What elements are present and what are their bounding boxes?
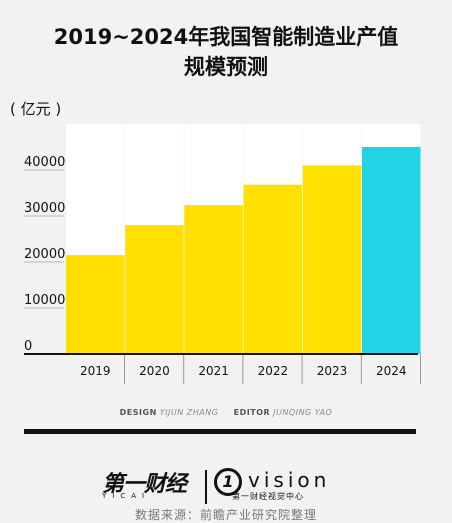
vision-logo-subtitle: 第一财经视觉中心 [232,492,304,501]
y-tick-label: 10000 [24,293,65,308]
bar-2024 [362,147,421,354]
vision-logo-icon: 1 [214,468,242,496]
x-tick-label: 2022 [258,364,289,378]
chart-title-line2: 规模预测 [184,55,268,79]
bar-2023 [302,165,362,354]
x-tick-label: 2023 [317,364,348,378]
bar-2020 [125,225,184,354]
logo-separator [205,470,207,504]
design-name: YIJUN ZHANG [159,408,219,417]
yicai-logo-en: YICAI [102,492,151,500]
editor-label: EDITOR [233,408,271,417]
bar-2019 [66,255,125,354]
footer-divider [24,429,416,434]
yicai-logo: 第一财经 [102,472,187,497]
x-tick-label: 2021 [198,364,229,378]
data-source: 数据来源：前瞻产业研究院整理 [134,508,317,522]
chart-title: 2019~2024年我国智能制造业产值 规模预测 [0,22,452,82]
y-tick-label: 20000 [24,247,65,262]
y-tick-label: 40000 [24,155,65,170]
editor-name: JUNQING YAO [273,408,333,417]
bar-chart: 0 10000 20000 30000 40000 2019 2020 2021 2022 202… [24,124,421,384]
y-tick-label: 30000 [24,201,65,216]
x-tick-label: 2020 [139,364,170,378]
chart-title-line1: 2019~2024年我国智能制造业产值 [53,25,399,49]
design-label: DESIGN [119,408,157,417]
bar-2021 [184,204,243,354]
y-unit-label: ( 亿元 ) [10,100,62,118]
x-tick-label: 2019 [80,364,111,378]
credits: DESIGN YIJUN ZHANG EDITOR JUNQING YAO [0,408,452,417]
x-tick-label: 2024 [376,364,407,378]
vision-logo-text: vision [248,468,331,492]
bar-2022 [243,184,303,354]
y-tick-label: 0 [24,339,32,354]
